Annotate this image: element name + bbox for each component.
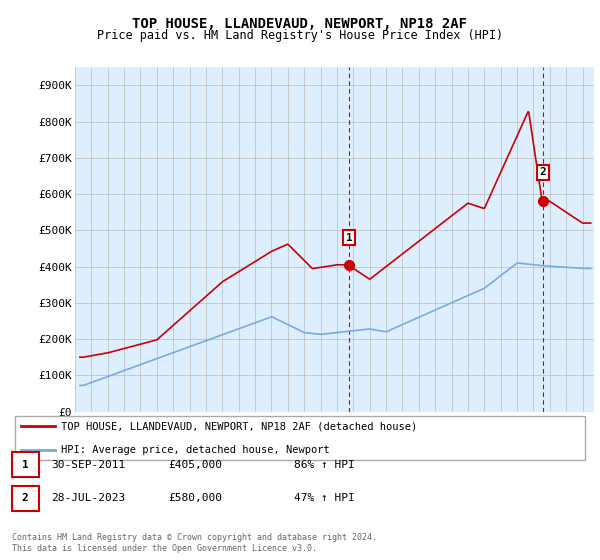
FancyBboxPatch shape — [15, 416, 585, 460]
Text: 86% ↑ HPI: 86% ↑ HPI — [294, 460, 355, 470]
Text: 2: 2 — [22, 493, 29, 503]
Text: 30-SEP-2011: 30-SEP-2011 — [51, 460, 125, 470]
Text: 28-JUL-2023: 28-JUL-2023 — [51, 493, 125, 503]
Text: 47% ↑ HPI: 47% ↑ HPI — [294, 493, 355, 503]
Text: Price paid vs. HM Land Registry's House Price Index (HPI): Price paid vs. HM Land Registry's House … — [97, 29, 503, 42]
Text: HPI: Average price, detached house, Newport: HPI: Average price, detached house, Newp… — [61, 445, 330, 455]
Text: TOP HOUSE, LLANDEVAUD, NEWPORT, NP18 2AF (detached house): TOP HOUSE, LLANDEVAUD, NEWPORT, NP18 2AF… — [61, 421, 417, 431]
Text: £405,000: £405,000 — [168, 460, 222, 470]
Text: 1: 1 — [346, 232, 353, 242]
Text: 2: 2 — [539, 167, 546, 178]
Text: Contains HM Land Registry data © Crown copyright and database right 2024.
This d: Contains HM Land Registry data © Crown c… — [12, 533, 377, 553]
Text: £580,000: £580,000 — [168, 493, 222, 503]
Text: TOP HOUSE, LLANDEVAUD, NEWPORT, NP18 2AF: TOP HOUSE, LLANDEVAUD, NEWPORT, NP18 2AF — [133, 17, 467, 31]
Text: 1: 1 — [22, 460, 29, 470]
